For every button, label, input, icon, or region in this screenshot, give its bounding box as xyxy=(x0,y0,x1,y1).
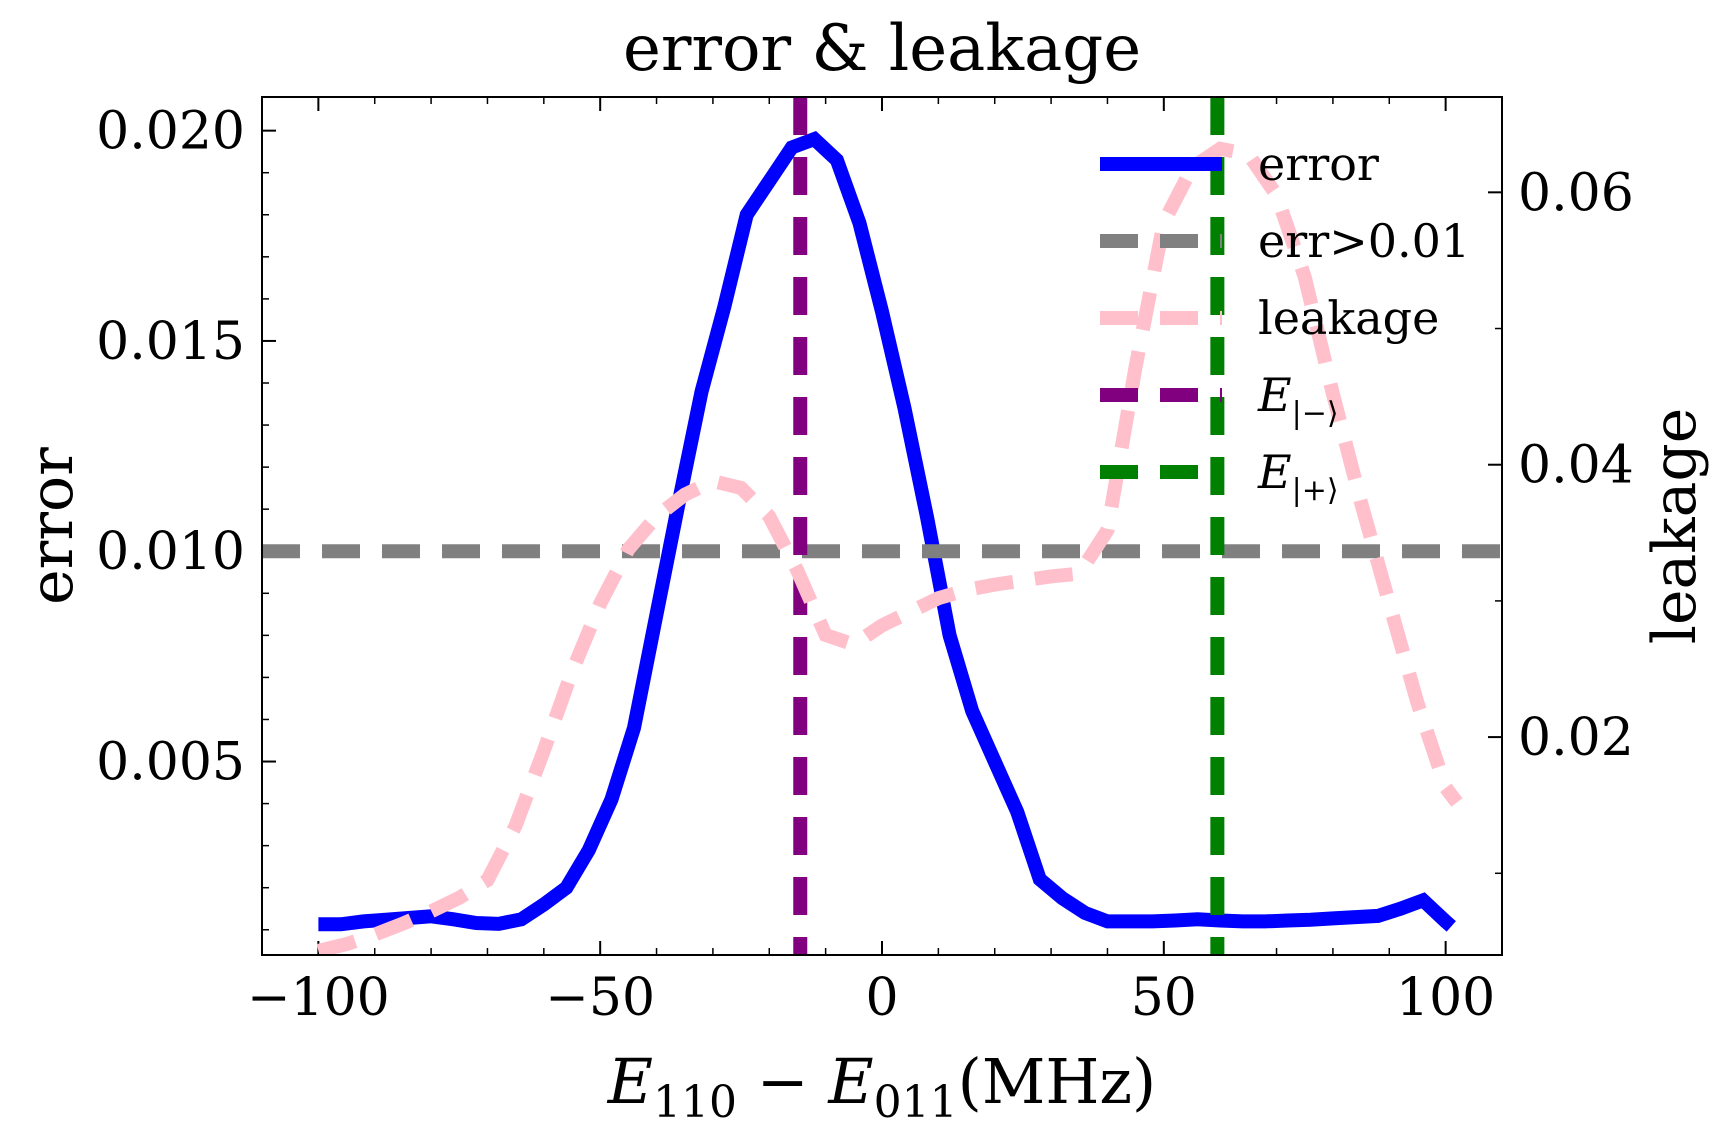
x-tick-label: 100 xyxy=(1396,968,1495,1028)
y-right-tick-label: 0.04 xyxy=(1518,436,1634,496)
plot-frame xyxy=(261,96,1503,956)
legend-label: leakage xyxy=(1258,291,1439,345)
y-axis-label-left: error xyxy=(17,447,87,605)
x-tick-label: −100 xyxy=(247,968,390,1028)
x-tick-label: 50 xyxy=(1131,968,1197,1028)
series-line-error xyxy=(318,131,1456,932)
y-right-tick-label: 0.06 xyxy=(1518,163,1634,223)
series-line-leakage xyxy=(316,141,1463,955)
legend: error err>0.01 leakage E|−⟩ E|+⟩ xyxy=(1100,137,1470,508)
legend-label: E|−⟩ xyxy=(1257,368,1339,431)
x-tick-label: 0 xyxy=(865,968,898,1028)
axis-ticks: −100 −50 0 50 100 0.005 0.010 0.015 0.020 0.02 0.0… xyxy=(96,97,1634,1028)
y-axis-label-right: leakage xyxy=(1640,408,1710,645)
x-label-sub-1: 110 xyxy=(653,1077,737,1128)
x-label-op: − xyxy=(737,1045,828,1118)
x-label-main-2: E xyxy=(827,1045,873,1118)
legend-label: err>0.01 xyxy=(1258,214,1470,268)
x-label-sub-2: 011 xyxy=(874,1077,958,1128)
chart-title: error & leakage xyxy=(623,12,1141,86)
y-right-tick-label: 0.02 xyxy=(1518,708,1634,768)
y-left-tick-label: 0.015 xyxy=(96,312,245,372)
y-left-tick-label: 0.005 xyxy=(96,733,245,793)
plot-area xyxy=(262,97,1502,955)
x-label-unit: (MHz) xyxy=(958,1045,1157,1118)
x-tick-label: −50 xyxy=(545,968,655,1028)
y-left-tick-label: 0.020 xyxy=(96,102,245,162)
legend-label: error xyxy=(1258,137,1379,191)
y-left-tick-label: 0.010 xyxy=(96,522,245,582)
x-axis-label: E110 − E011(MHz) xyxy=(607,1045,1156,1128)
x-label-main-1: E xyxy=(607,1045,653,1118)
legend-label: E|+⟩ xyxy=(1257,445,1339,508)
